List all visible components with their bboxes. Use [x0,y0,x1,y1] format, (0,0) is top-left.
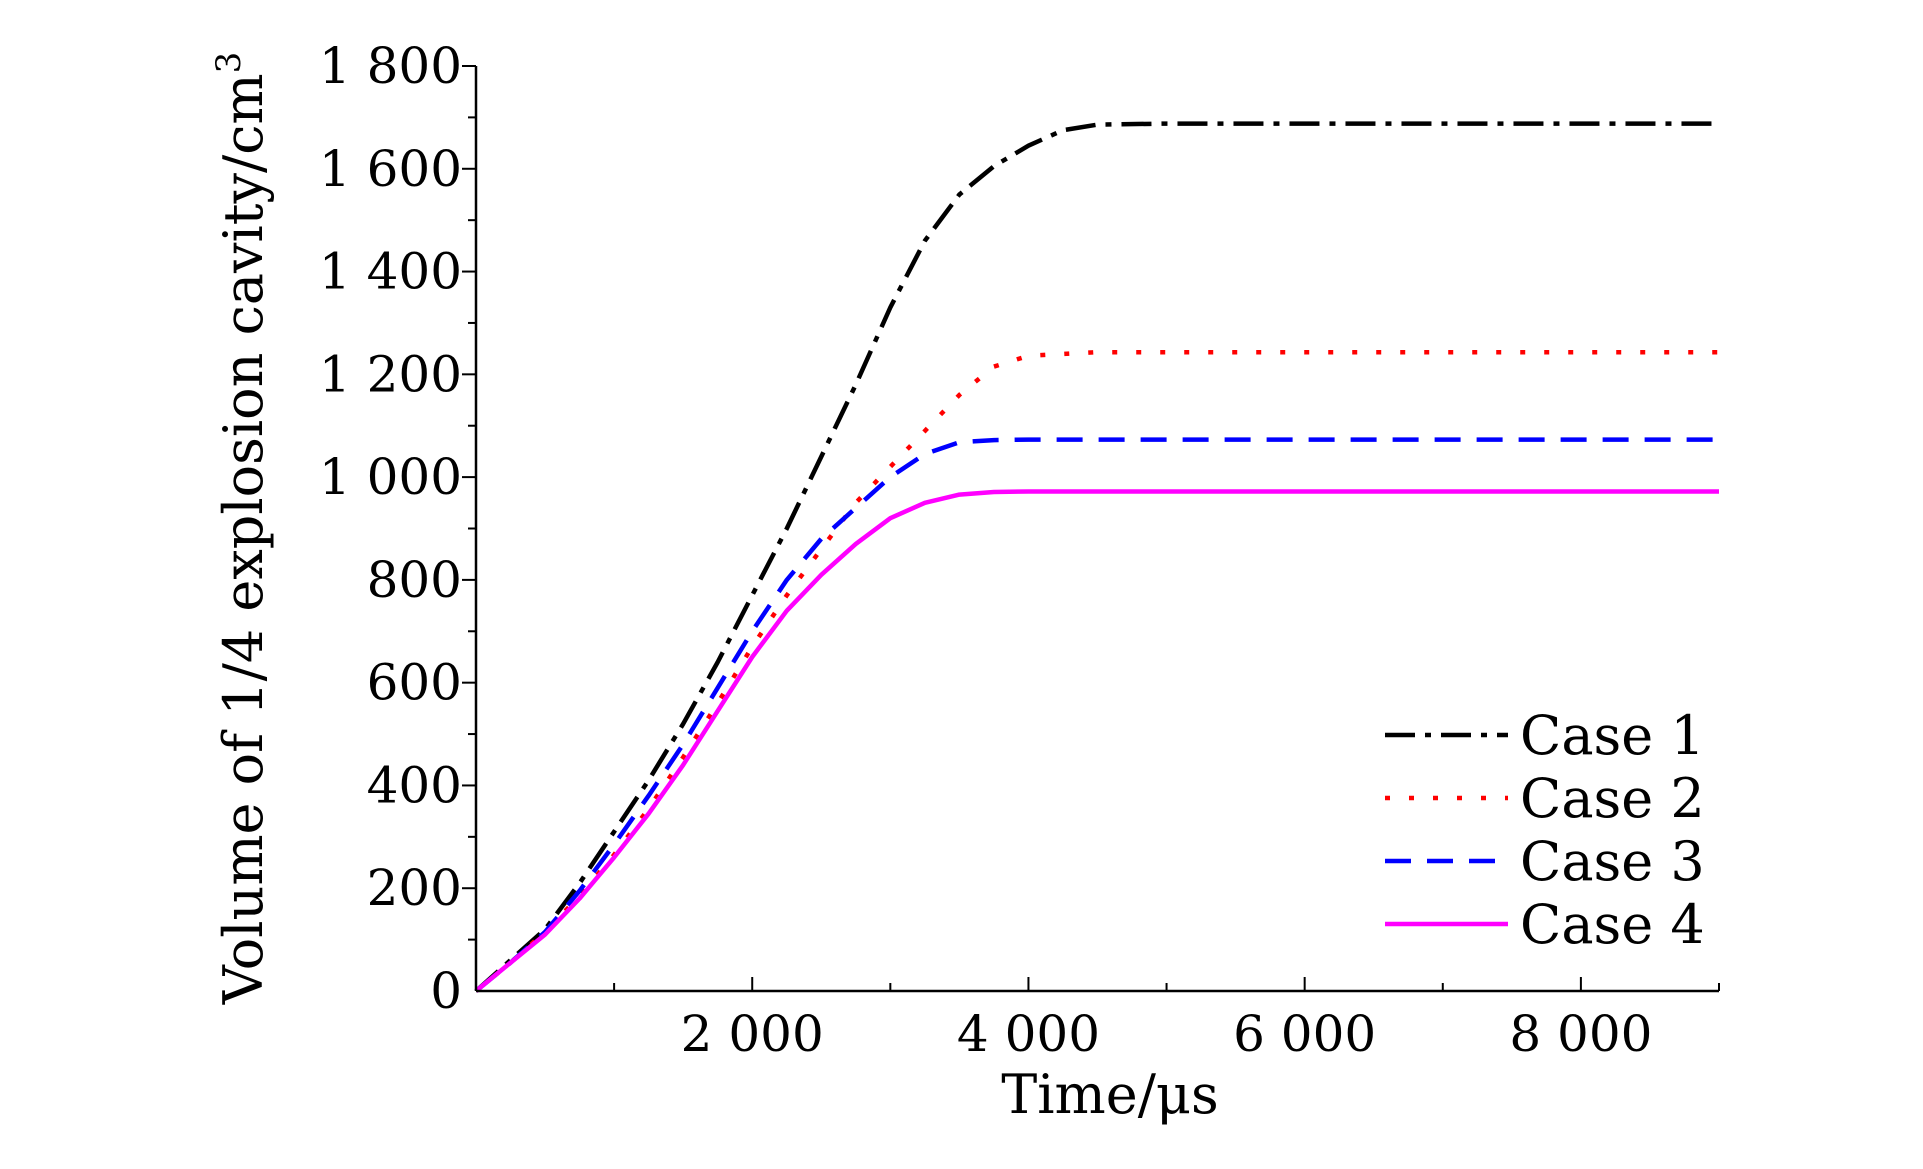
y-tick-label: 600 [367,654,462,712]
y-tick-label: 400 [367,756,462,814]
x-axis-title: Time/μs [1001,1063,1218,1126]
y-tick-label: 1 400 [319,243,462,301]
series-line-case-4 [474,489,1719,993]
y-tick-label: 0 [430,962,462,1020]
y-tick-label: 1 600 [319,140,462,198]
x-tick-label: 6 000 [1233,1005,1376,1063]
ticks-group: 2 000 4 000 6 000 8 000 0 200 400 600 800 1 000 1 … [319,37,1720,1063]
y-tick-label: 1 800 [319,37,462,95]
series-group [474,121,1719,993]
y-tick-label: 1 000 [319,448,462,506]
legend-label-case-3: Case 3 [1520,830,1705,893]
y-axis-title-superscript: 3 [209,52,249,74]
y-tick-label: 1 200 [319,345,462,403]
series-line-case-1 [474,121,1719,993]
x-tick-label: 2 000 [681,1005,824,1063]
y-axis-title-text: Volume of 1/4 explosion cavity/cm [212,73,275,1005]
y-tick-label: 200 [367,859,462,917]
legend-label-case-4: Case 4 [1520,893,1705,956]
series-line-case-2 [474,349,1719,993]
legend-label-case-1: Case 1 [1520,704,1705,767]
x-tick-label: 4 000 [957,1005,1100,1063]
y-tick-label: 800 [367,551,462,609]
x-tick-label: 8 000 [1509,1005,1652,1063]
legend-label-case-2: Case 2 [1520,767,1705,830]
series-line-case-3 [474,437,1719,993]
y-axis-title: Volume of 1/4 explosion cavity/cm3 [209,52,275,1006]
